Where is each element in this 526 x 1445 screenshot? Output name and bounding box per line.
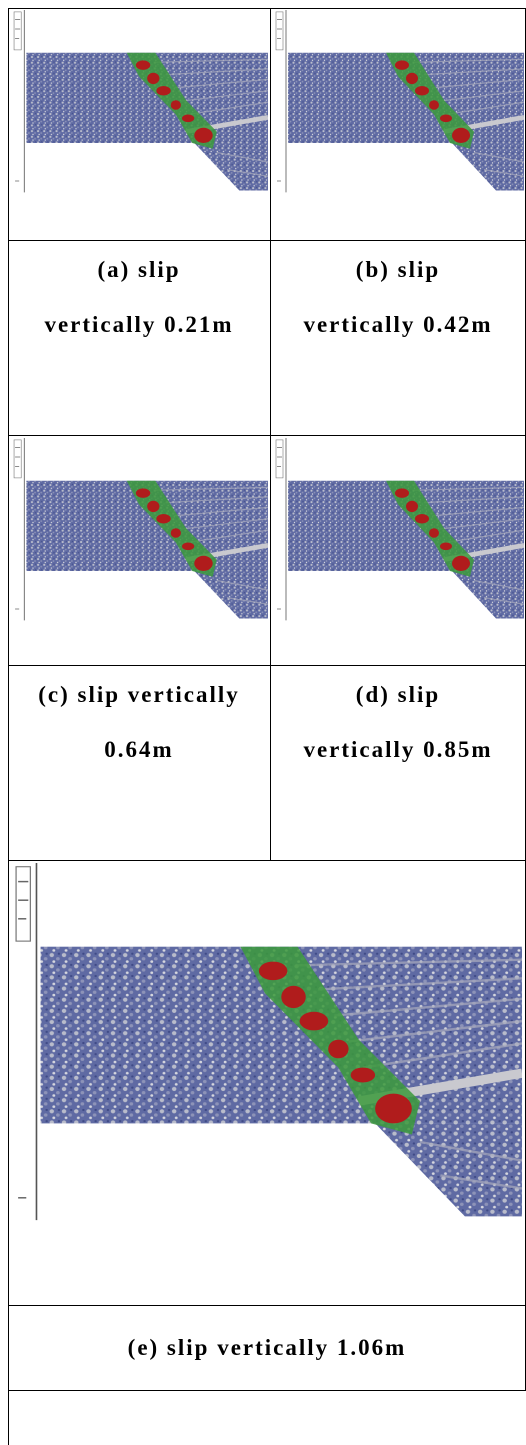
rule — [8, 8, 9, 1445]
rule — [8, 665, 526, 666]
caption: (b) slip vertically 0.42m — [303, 257, 493, 337]
rule — [8, 435, 526, 436]
rule — [8, 1305, 526, 1306]
rule — [8, 1390, 526, 1391]
caption: (a) slip vertically 0.21m — [44, 257, 234, 337]
rule — [270, 8, 271, 860]
caption: (e) slip vertically 1.06m — [127, 1335, 407, 1360]
rule — [8, 860, 526, 861]
rule — [8, 240, 526, 241]
caption: (c) slip vertically 0.64m — [38, 682, 240, 762]
simulation-image — [274, 438, 524, 628]
caption: (d) slip vertically 0.85m — [303, 682, 493, 762]
rule — [8, 8, 526, 9]
simulation-image — [12, 10, 268, 200]
simulation-image — [274, 10, 524, 200]
simulation-image — [12, 863, 522, 1235]
simulation-image — [12, 438, 268, 628]
